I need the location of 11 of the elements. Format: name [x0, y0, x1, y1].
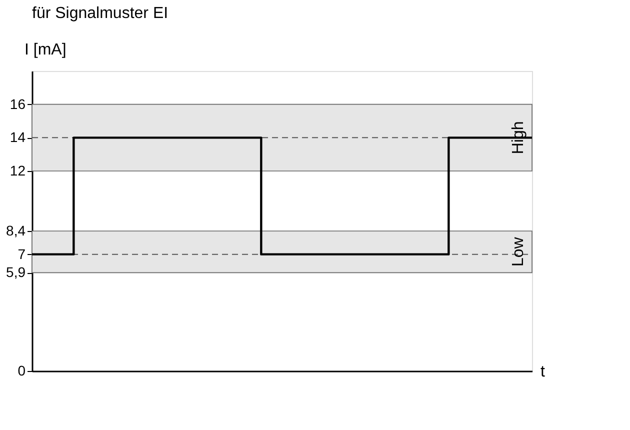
x-axis-title: t: [540, 364, 546, 380]
y-tick-label: 16: [10, 96, 26, 112]
y-tick-label: 8,4: [6, 222, 26, 238]
y-axis-title: I [mA]: [24, 42, 66, 58]
y-tick-label: 0: [18, 362, 26, 378]
y-tick-label: 12: [10, 162, 26, 178]
chart-title: für Signalmuster EI: [32, 5, 168, 22]
y-tick-label: 5,9: [6, 264, 26, 280]
y-tick-label: 14: [10, 129, 26, 146]
y-tick-label: 7: [18, 246, 26, 262]
band-label: Low: [510, 236, 527, 267]
